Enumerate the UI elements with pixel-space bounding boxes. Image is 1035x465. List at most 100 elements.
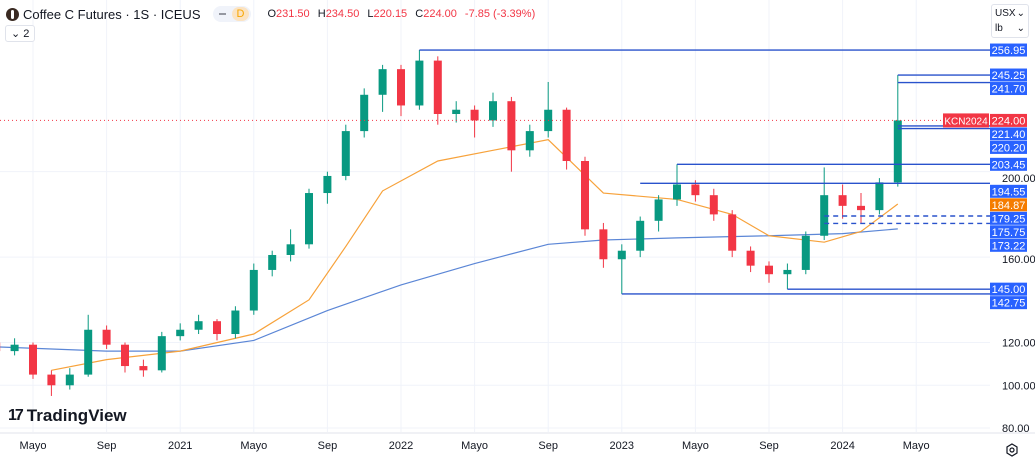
minus-icon (218, 13, 226, 15)
moving-average-slow-line (0, 228, 898, 352)
x-tick-label: 2023 (610, 440, 634, 452)
ohlc-values: O231.50 H234.50 L220.15 C224.00 -7.85 (-… (267, 8, 540, 20)
candle-body (415, 60, 424, 106)
price-axis-label: 224.00 (992, 115, 1026, 127)
close-label: C (415, 8, 424, 20)
price-axis-label: 175.75 (992, 227, 1026, 239)
x-tick-label: Mayo (461, 440, 488, 452)
candle-body (489, 101, 497, 121)
price-axis-label-bg (990, 225, 1027, 239)
y-tick-label: 160.00 (1002, 254, 1035, 266)
candle-body (709, 195, 718, 215)
candle-body (765, 265, 773, 275)
price-axis-label-bg (990, 282, 1027, 296)
candle-body (176, 329, 185, 337)
price-axis-label: 184.87 (992, 200, 1026, 212)
close-value: 224.00 (423, 8, 457, 20)
candle-body (47, 374, 56, 386)
change-value: -7.85 (-3.39%) (464, 8, 536, 20)
tradingview-logo[interactable]: 17 TradingView (8, 406, 127, 426)
y-tick-label: 100.00 (1002, 380, 1035, 392)
unit-dropdown[interactable]: lb ⌄ (995, 21, 1025, 36)
chevron-down-icon: ⌄ (1016, 23, 1025, 34)
candle-body (525, 131, 534, 151)
x-tick-label: Mayo (682, 440, 709, 452)
candle-body (10, 344, 19, 352)
y-tick-label: 120.00 (1002, 338, 1035, 350)
moving-average-fast-line (51, 138, 899, 371)
x-tick-label: 2024 (830, 440, 854, 452)
candle-body (654, 199, 663, 221)
price-axis-label: 221.40 (992, 129, 1026, 141)
candle-body (746, 250, 755, 266)
tradingview-logo-icon: 17 (8, 407, 24, 424)
price-axis-label-bg (990, 184, 1027, 198)
price-axis-label: 256.95 (992, 45, 1026, 57)
price-axis-label-bg (990, 211, 1027, 225)
indicators-count: 2 (23, 28, 30, 40)
price-axis-label: 220.20 (992, 142, 1026, 154)
x-tick-label: 2022 (389, 440, 413, 452)
low-label: L (367, 8, 374, 20)
candle-body (360, 94, 369, 132)
y-tick-label: 80.00 (1002, 423, 1030, 435)
price-axis-label: 203.45 (992, 159, 1026, 171)
coffee-logo-icon (6, 7, 19, 21)
candle-body (728, 214, 737, 251)
candle-body (691, 184, 700, 196)
price-axis-label-bg (990, 140, 1027, 154)
candle-body (470, 109, 479, 121)
unit-value: lb (995, 23, 1003, 34)
market-status-badge[interactable]: D (212, 6, 252, 22)
price-axis-label: 194.55 (992, 186, 1026, 198)
currency-dropdown[interactable]: USX ⌄ (995, 6, 1025, 21)
y-tick-label: 200.00 (1002, 173, 1035, 185)
x-tick-label: Mayo (903, 440, 930, 452)
candle-body (29, 344, 37, 375)
high-label: H (317, 8, 326, 20)
price-axis-label: 145.00 (992, 284, 1026, 296)
candle-body (378, 69, 387, 95)
candle-body (801, 235, 810, 270)
candle-body (286, 244, 295, 255)
currency-unit-selector[interactable]: USX ⌄ lb ⌄ (991, 4, 1029, 38)
price-axis-label: 173.22 (992, 240, 1026, 252)
candle-body (875, 182, 884, 211)
candle-body (323, 175, 332, 194)
price-axis-label: 245.25 (992, 70, 1026, 82)
candle-body (636, 220, 645, 251)
symbol-title[interactable]: Coffee C Futures · 1S · ICEUS (23, 6, 201, 22)
interval-badge: D (231, 7, 250, 21)
candle-body (893, 120, 902, 183)
candle-body (452, 109, 461, 115)
price-axis-label-bg (990, 43, 1027, 57)
candle-body (433, 60, 442, 115)
logo-text: TradingView (26, 406, 127, 425)
candle-body (139, 366, 148, 371)
price-axis-label: 142.75 (992, 298, 1026, 310)
candle-body (783, 269, 792, 275)
chart-legend: Coffee C Futures · 1S · ICEUS D O231.50 … (6, 6, 540, 22)
candle-body (305, 193, 313, 245)
symbol-label-bg (943, 113, 989, 128)
open-value: 231.50 (276, 8, 310, 20)
candle-body (838, 195, 847, 206)
candle-body (673, 184, 681, 200)
chevron-down-icon: ⌄ (11, 28, 21, 40)
candle-body (65, 374, 74, 386)
price-axis-label: 241.70 (992, 84, 1026, 96)
indicators-collapse-button[interactable]: ⌄ 2 (5, 25, 36, 42)
x-tick-label: Sep (97, 440, 117, 452)
candle-body (617, 250, 626, 260)
settings-icon[interactable] (1005, 443, 1019, 457)
candle-body (121, 344, 129, 367)
candle-body (157, 336, 166, 371)
candle-body (857, 205, 865, 211)
price-axis-label-bg (990, 68, 1027, 82)
x-tick-label: Sep (538, 440, 558, 452)
price-axis-label-bg (990, 82, 1027, 96)
candle-body (231, 310, 240, 335)
x-tick-label: Sep (759, 440, 779, 452)
currency-value: USX (995, 8, 1016, 19)
